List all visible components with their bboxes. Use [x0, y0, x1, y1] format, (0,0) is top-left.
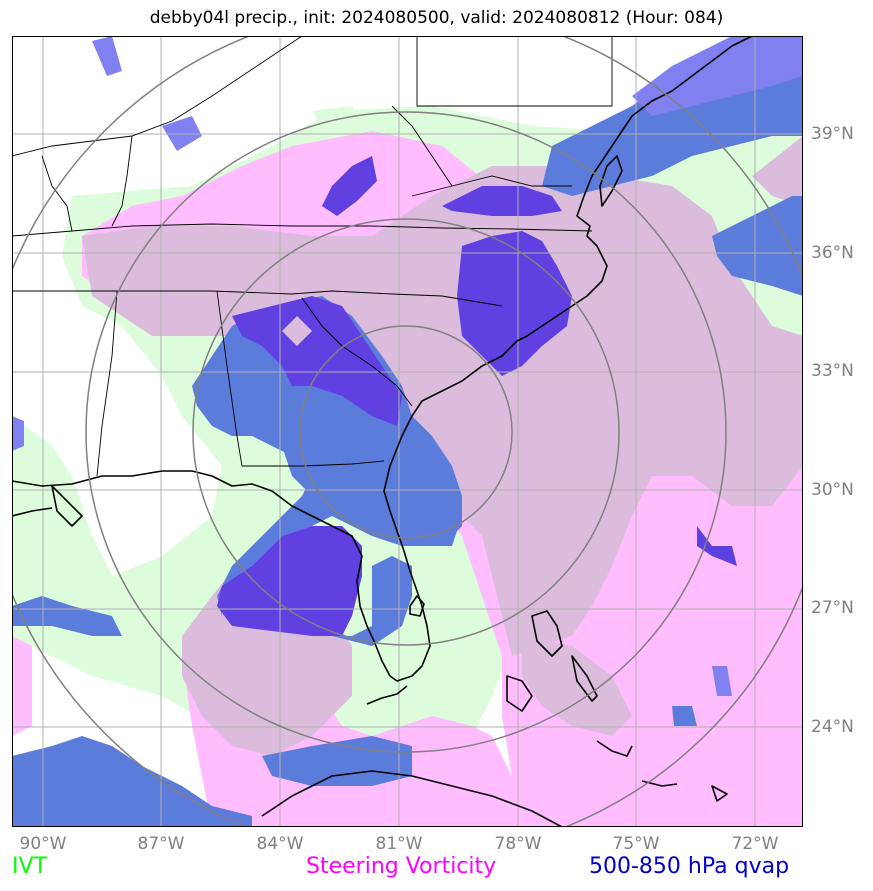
lat-label-27: 27°N [811, 598, 854, 618]
coastlines [12, 36, 753, 827]
mixed-field-east-low [522, 636, 632, 736]
ivt-field-north [312, 106, 372, 136]
map-canvas [12, 36, 803, 827]
lat-label-39: 39°N [811, 124, 854, 144]
lon-label-81: 81°W [375, 834, 423, 854]
mixed-field-ne [752, 136, 803, 206]
lat-label-30: 30°N [811, 480, 854, 500]
lon-label-75: 75°W [612, 834, 660, 854]
vorticity-field-west [12, 636, 32, 736]
map-title: debby04l precip., init: 2024080500, vali… [149, 8, 724, 28]
qvap-light-n [92, 36, 122, 76]
mixed-small-ga [282, 316, 312, 346]
qvap-strong-sc [232, 296, 402, 426]
lon-label-90: 90°W [19, 834, 67, 854]
qvap-field-east [712, 196, 803, 296]
lat-label-33: 33°N [811, 361, 854, 381]
qvap-field-small-e [672, 706, 697, 726]
lon-label-72: 72°W [731, 834, 779, 854]
legend-steering-vorticity: Steering Vorticity [306, 854, 497, 879]
qvap-field-west [12, 596, 122, 636]
legend-qvap: 500-850 hPa qvap [589, 854, 790, 879]
qvap-strong-nc [457, 231, 572, 376]
qvap-strong-wv [322, 156, 377, 216]
qvap-light-w [12, 416, 24, 451]
graticule [12, 36, 803, 827]
lat-label-24: 24°N [811, 717, 854, 737]
legend-ivt: IVT [12, 854, 47, 879]
qvap-field-s [262, 736, 412, 786]
qvap-field-small-e2 [712, 666, 732, 696]
mixed-field [82, 166, 803, 656]
qvap-strong-va [442, 186, 562, 216]
state-borders [12, 36, 613, 477]
qvap-field-small-e3 [697, 526, 737, 566]
qvap-field-core [282, 396, 462, 546]
lon-label-87: 87°W [137, 834, 185, 854]
range-rings [12, 36, 803, 827]
qvap-light-ne [632, 36, 803, 116]
lon-label-78: 78°W [494, 834, 542, 854]
lon-label-84: 84°W [256, 834, 304, 854]
lat-label-36: 36°N [811, 243, 854, 263]
qvap-field-sw [12, 736, 252, 827]
